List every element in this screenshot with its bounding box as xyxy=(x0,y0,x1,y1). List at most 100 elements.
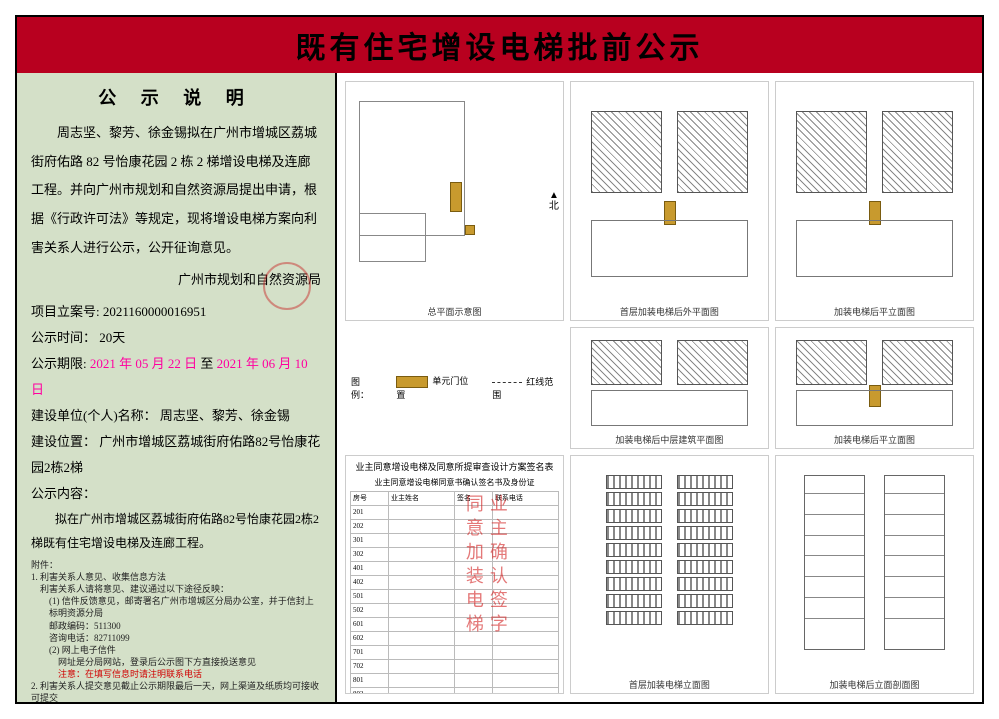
fine-heading: 附件： xyxy=(31,559,321,571)
table-cell xyxy=(388,575,454,589)
legend: 图例： 单元门位置 红线范围 xyxy=(345,327,564,449)
fine-1b: (1) 信件反馈意见，邮寄署名广州市增城区分局办公室，并于信封上标明资源分局 xyxy=(31,595,321,619)
table-row: 501 xyxy=(351,589,559,603)
table-cell xyxy=(454,659,492,673)
table-cell xyxy=(492,673,558,687)
table-row: 801 xyxy=(351,673,559,687)
red-stamp-icon: 同意加装电梯 xyxy=(461,494,487,638)
table-header-row: 房号 业主姓名 签名 联系电话 xyxy=(351,491,559,505)
content-value-line: 拟在广州市增城区荔城街府佑路82号怡康花园2栋2梯既有住宅增设电梯及连廊工程。 xyxy=(31,507,321,555)
elevation-drawing: 首层加装电梯立面图 xyxy=(570,455,769,695)
table-row: 302 xyxy=(351,547,559,561)
content-row: 公 示 说 明 周志坚、黎芳、徐金锡拟在广州市增城区荔城街府佑路 82 号怡康花… xyxy=(17,73,982,702)
date-from: 2021 年 05 月 22 日 xyxy=(90,356,197,371)
fine-1e: (2) 网上电子信件 xyxy=(31,644,321,656)
page-frame: 既有住宅增设电梯批前公示 公 示 说 明 周志坚、黎芳、徐金锡拟在广州市增城区荔… xyxy=(0,0,999,719)
compass-icon: ▲北 xyxy=(549,190,559,212)
table-cell xyxy=(388,589,454,603)
fine-warn: 注意：在填写信息时请注明联系电话 xyxy=(31,668,321,680)
table-cell: 402 xyxy=(351,575,389,589)
publicity-period-line: 公示时间： 20天 xyxy=(31,325,321,351)
title-bar: 既有住宅增设电梯批前公示 xyxy=(17,17,982,73)
legend-item-1: 单元门位置 xyxy=(396,374,472,401)
page-title: 既有住宅增设电梯批前公示 xyxy=(296,23,704,67)
notice-body: 周志坚、黎芳、徐金锡拟在广州市增城区荔城街府佑路 82 号怡康花园 2 栋 2 … xyxy=(31,119,321,262)
table-row: 701 xyxy=(351,645,559,659)
table-cell: 401 xyxy=(351,561,389,575)
table-cell xyxy=(388,561,454,575)
consent-document: 业主同意增设电梯及同意所提审查设计方案签名表 业主同意增设电梯同意书确认签名书及… xyxy=(345,455,564,695)
unit-value: 周志坚、黎芳、徐金锡 xyxy=(160,408,290,423)
case-label: 项目立案号: xyxy=(31,304,100,319)
table-cell xyxy=(388,673,454,687)
table-cell: 302 xyxy=(351,547,389,561)
table-cell xyxy=(388,603,454,617)
floor-plan-1-drawing: 首层加装电梯后外平面图 xyxy=(570,81,769,321)
table-cell: 702 xyxy=(351,659,389,673)
table-cell xyxy=(388,687,454,694)
fine-1: 1. 利害关系人意见、收集信息方法 xyxy=(31,571,321,583)
consent-title: 业主同意增设电梯及同意所提审查设计方案签名表 xyxy=(350,460,559,473)
table-cell xyxy=(388,547,454,561)
table-row: 201 xyxy=(351,505,559,519)
table-cell: 501 xyxy=(351,589,389,603)
siteplan-caption: 总平面示意图 xyxy=(427,305,481,318)
table-row: 401 xyxy=(351,561,559,575)
table-cell xyxy=(454,673,492,687)
table-row: 402 xyxy=(351,575,559,589)
table-cell xyxy=(492,645,558,659)
table-cell xyxy=(388,645,454,659)
plan2-caption: 首层加装电梯后外平面图 xyxy=(620,305,719,318)
fine-1c: 邮政编码：511300 xyxy=(31,620,321,632)
floor-plan-2-drawing: 加装电梯后平立面图 xyxy=(775,81,974,321)
table-cell: 801 xyxy=(351,673,389,687)
plan6-caption: 加装电梯后立面剖面图 xyxy=(829,678,919,691)
table-cell: 701 xyxy=(351,645,389,659)
date-range-line: 公示期限: 2021 年 05 月 22 日 至 2021 年 06 月 10 … xyxy=(31,351,321,403)
table-cell: 502 xyxy=(351,603,389,617)
table-cell xyxy=(388,659,454,673)
table-cell: 202 xyxy=(351,519,389,533)
content-label-line: 公示内容： xyxy=(31,481,321,507)
table-row: 602 xyxy=(351,631,559,645)
notice-heading: 公 示 说 明 xyxy=(31,81,321,115)
unit-label: 建设单位(个人)名称： xyxy=(31,408,157,423)
table-cell xyxy=(388,617,454,631)
table-cell: 601 xyxy=(351,617,389,631)
table-row: 702 xyxy=(351,659,559,673)
fine-1f: 网址是分局网站，登录后公示图下方直接投送意见 xyxy=(31,656,321,668)
range-label: 公示期限: xyxy=(31,356,87,371)
plan5-caption: 加装电梯后平立面图 xyxy=(834,433,915,446)
legend-label: 图例： xyxy=(351,375,376,401)
table-cell xyxy=(388,519,454,533)
plan3-caption: 加装电梯后平立面图 xyxy=(834,305,915,318)
table-row: 601 xyxy=(351,617,559,631)
th-1: 业主姓名 xyxy=(388,491,454,505)
red-stamp-icon-2: 业主确认签字 xyxy=(485,494,511,638)
table-row: 502 xyxy=(351,603,559,617)
table-cell: 301 xyxy=(351,533,389,547)
official-seal-icon xyxy=(263,262,311,310)
period-value: 20天 xyxy=(99,330,125,345)
table-cell xyxy=(454,687,492,694)
table-cell: 602 xyxy=(351,631,389,645)
period-label: 公示时间： xyxy=(31,330,96,345)
table-row: 202 xyxy=(351,519,559,533)
table-cell xyxy=(388,631,454,645)
bordered-frame: 既有住宅增设电梯批前公示 公 示 说 明 周志坚、黎芳、徐金锡拟在广州市增城区荔… xyxy=(15,15,984,704)
plan4-caption: 加装电梯后中层建筑平面图 xyxy=(615,433,723,446)
case-number: 2021160000016951 xyxy=(103,304,207,319)
floor-plan-3-drawing: 加装电梯后中层建筑平面图 xyxy=(570,327,769,449)
table-row: 301 xyxy=(351,533,559,547)
doc-caption: 业主同意增设电梯同意书确认签名书及身份证 xyxy=(350,477,559,488)
table-cell: 802 xyxy=(351,687,389,694)
table-cell: 201 xyxy=(351,505,389,519)
fine-1d: 咨询电话：82711099 xyxy=(31,632,321,644)
table-row: 802 xyxy=(351,687,559,694)
drawings-panel: ▲北 总平面示意图 首层加装电梯后外平面图 加装电梯 xyxy=(337,73,982,702)
floor-plan-4-drawing: 加装电梯后平立面图 xyxy=(775,327,974,449)
construction-location-line: 建设位置： 广州市增城区荔城街府佑路82号怡康花园2栋2梯 xyxy=(31,429,321,481)
table-cell xyxy=(454,645,492,659)
table-cell xyxy=(492,659,558,673)
table-cell xyxy=(388,505,454,519)
